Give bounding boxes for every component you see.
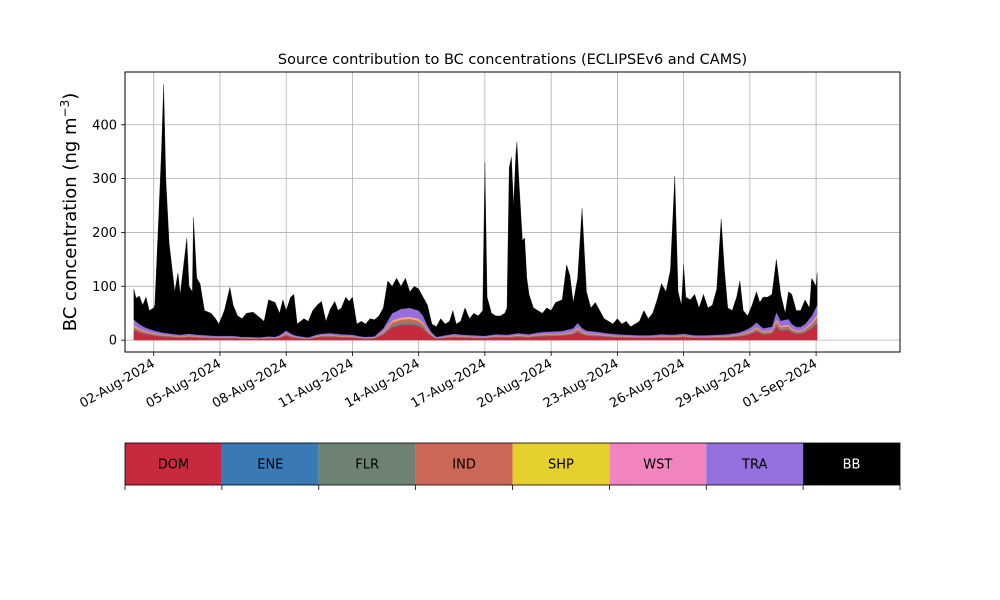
legend-swatch-ene bbox=[221, 443, 319, 485]
tick-layer: 010020030040002-Aug-202405-Aug-202408-Au… bbox=[77, 118, 820, 411]
y-axis-label: BC concentration (ng m−3) bbox=[58, 93, 81, 332]
y-tick-label: 100 bbox=[92, 280, 117, 295]
y-tick-label: 200 bbox=[92, 226, 117, 241]
legend-swatch-bb bbox=[803, 443, 900, 485]
plot-frame bbox=[124, 71, 901, 353]
y-axis-label-close: ) bbox=[60, 93, 81, 100]
legend-label-ene: ENE bbox=[257, 458, 283, 473]
legend-swatch-ind bbox=[415, 443, 513, 485]
x-tick-label: 01-Sep-2024 bbox=[740, 356, 820, 411]
legend-swatch-dom bbox=[125, 443, 222, 485]
series-area-bb bbox=[133, 84, 818, 338]
x-tick-label: 29-Aug-2024 bbox=[674, 356, 754, 411]
y-axis-label-text: BC concentration (ng m bbox=[60, 117, 81, 331]
legend-swatch-flr bbox=[318, 443, 416, 485]
legend-label-flr: FLR bbox=[355, 458, 379, 473]
legend-label-tra: TRA bbox=[741, 458, 767, 473]
y-tick-label: 400 bbox=[92, 118, 117, 133]
legend-colorbar: DOM ENE FLR IND SHP WST TRA BB bbox=[124, 442, 901, 490]
legend-swatch-shp bbox=[512, 443, 610, 485]
legend-label-wst: WST bbox=[643, 458, 672, 473]
legend-swatch-wst bbox=[609, 443, 707, 485]
chart-title: Source contribution to BC concentrations… bbox=[278, 52, 747, 68]
legend-label-dom: DOM bbox=[158, 458, 189, 473]
legend-swatch-tra bbox=[706, 443, 804, 485]
y-tick-label: 300 bbox=[92, 172, 117, 187]
legend-label-shp: SHP bbox=[548, 458, 574, 473]
series-layer bbox=[133, 84, 818, 341]
y-tick-label: 0 bbox=[109, 334, 117, 349]
legend-label-bb: BB bbox=[843, 458, 861, 473]
legend-label-ind: IND bbox=[452, 458, 476, 473]
y-axis-label-superscript: −3 bbox=[58, 100, 72, 118]
